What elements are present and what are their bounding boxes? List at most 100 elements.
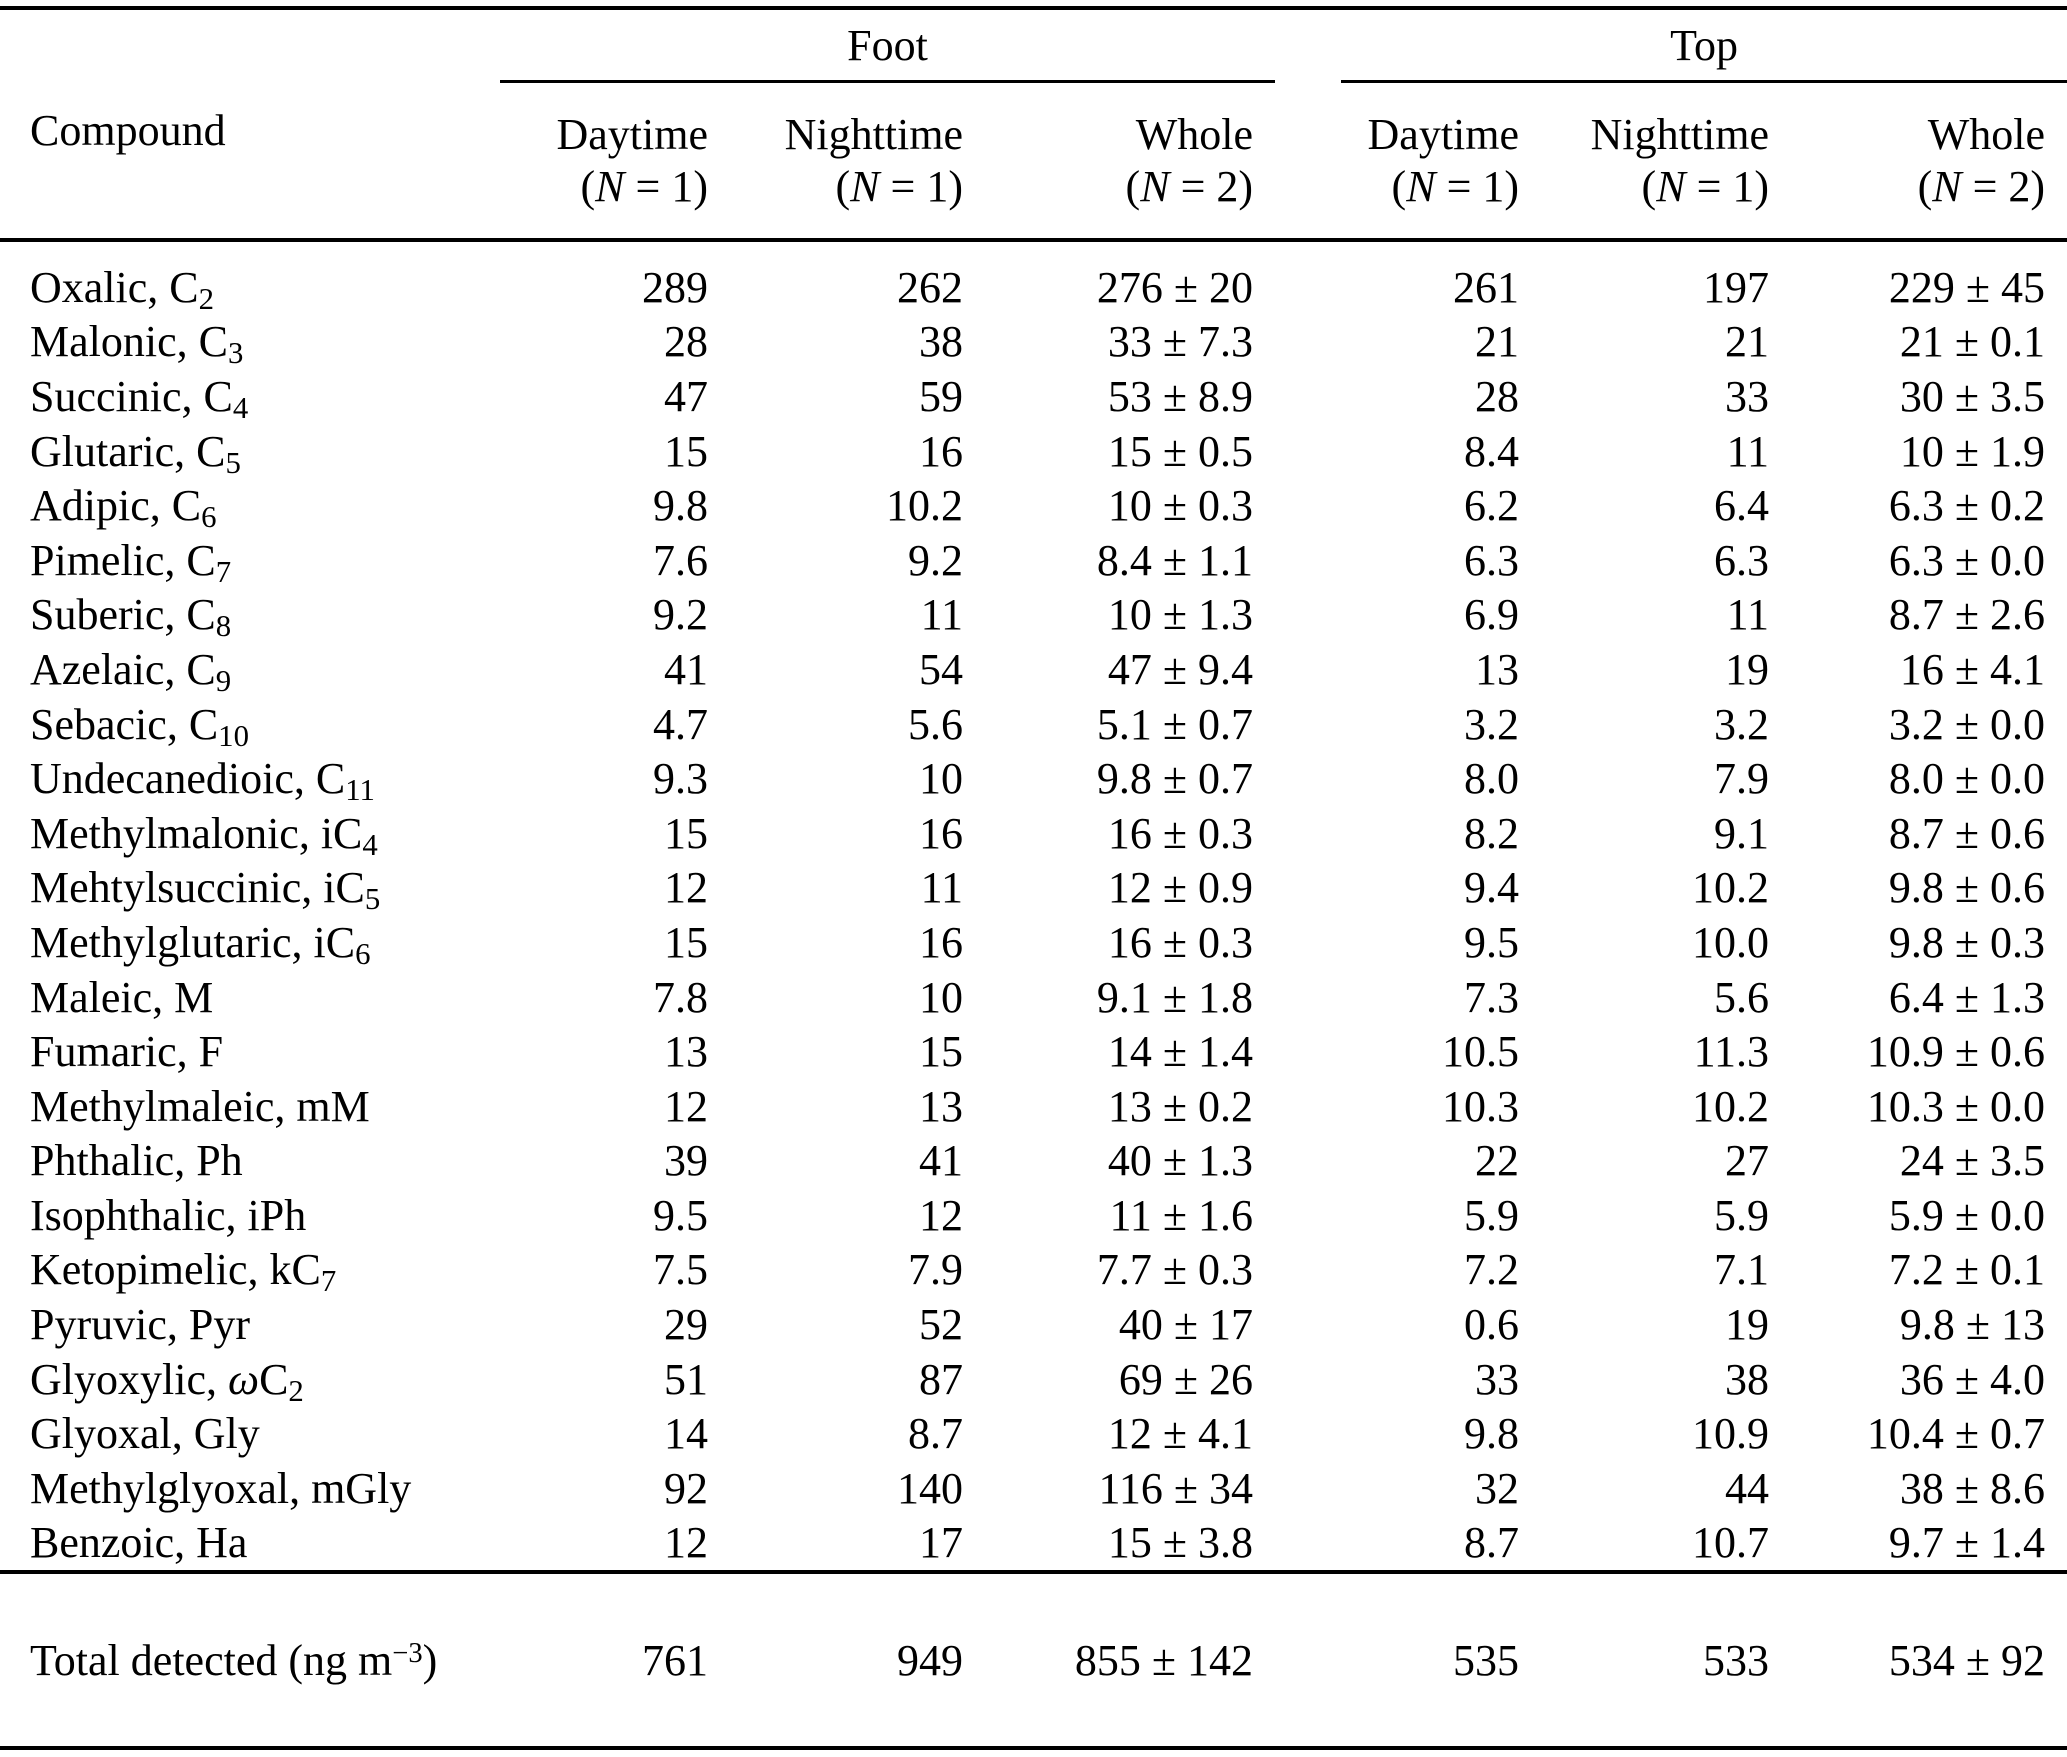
foot-whole-value: 53 ± 8.9 bbox=[1107, 371, 1254, 421]
foot-whole-value: 14 ± 1.4 bbox=[1107, 1027, 1254, 1077]
foot-whole-value: 10 ± 0.3 bbox=[1107, 481, 1254, 531]
foot-daytime-value: 9.2 bbox=[653, 590, 708, 640]
compound-name: Succinic, C4 bbox=[30, 371, 249, 425]
top-daytime-value: 21 bbox=[1475, 317, 1520, 367]
group-gap bbox=[1275, 369, 1341, 424]
sample-count-label: (N = 2) bbox=[1125, 161, 1254, 211]
compound-column-header: Compound bbox=[30, 105, 226, 155]
foot-daytime-value: 47 bbox=[664, 371, 708, 421]
foot-daytime-value: 28 bbox=[664, 317, 708, 367]
top-whole-value: 6.4 ± 1.3 bbox=[1888, 972, 2046, 1022]
foot-whole-value: 276 ± 20 bbox=[985, 238, 1276, 315]
table-row: Methylmaleic, mM 12 13 13 ± 0.2 10.3 10.… bbox=[0, 1079, 2067, 1134]
compound-name: Glyoxylic, ωC2 bbox=[30, 1354, 304, 1408]
table-row: Pimelic, C7 7.6 9.2 8.4 ± 1.1 6.3 6.3 6.… bbox=[0, 533, 2067, 588]
top-nighttime-value: 10.2 bbox=[1692, 1081, 1770, 1131]
top-whole-value: 21 ± 0.1 bbox=[1899, 317, 2046, 367]
foot-nighttime-value: 41 bbox=[919, 1136, 963, 1186]
top-nighttime-value: 9.1 bbox=[1714, 808, 1770, 858]
group-gap bbox=[1275, 424, 1341, 479]
foot-daytime-value: 39 bbox=[664, 1136, 708, 1186]
group-gap bbox=[1275, 1516, 1341, 1573]
compound-name: Mehtylsuccinic, iC5 bbox=[30, 863, 381, 917]
table-row: Benzoic, Ha 12 17 15 ± 3.8 8.7 10.7 9.7 … bbox=[0, 1516, 2067, 1573]
compound-name: Ketopimelic, kC7 bbox=[30, 1245, 337, 1299]
foot-nighttime-value: 140 bbox=[897, 1463, 963, 1513]
foot-daytime-value: 9.8 bbox=[653, 481, 708, 531]
top-nighttime-value: 10.7 bbox=[1692, 1518, 1770, 1568]
foot-whole-value: 33 ± 7.3 bbox=[1107, 317, 1254, 367]
table-row: Pyruvic, Pyr 29 52 40 ± 17 0.6 19 9.8 ± … bbox=[0, 1297, 2067, 1352]
table-row: Glyoxylic, ωC2 51 87 69 ± 26 33 38 36 ± … bbox=[0, 1352, 2067, 1407]
group-gap bbox=[1275, 1570, 1342, 1749]
compound-name: Glyoxal, Gly bbox=[30, 1409, 260, 1459]
foot-daytime-value: 29 bbox=[664, 1300, 708, 1350]
subcolumn-header-row: Daytime (N = 1) Nighttime (N = 1) Whole … bbox=[0, 82, 2067, 241]
sample-count-label: (N = 2) bbox=[1917, 161, 2046, 211]
top-nighttime-value: 10.0 bbox=[1692, 917, 1770, 967]
top-whole-value: 10.9 ± 0.6 bbox=[1866, 1027, 2046, 1077]
table-row: Malonic, C3 28 38 33 ± 7.3 21 21 21 ± 0.… bbox=[0, 315, 2067, 370]
top-daytime-value: 10.5 bbox=[1442, 1027, 1520, 1077]
top-daytime-value: 0.6 bbox=[1464, 1300, 1520, 1350]
group-gap bbox=[1275, 697, 1341, 752]
top-nighttime-value: 10.2 bbox=[1692, 863, 1770, 913]
top-whole-value: 38 ± 8.6 bbox=[1899, 1463, 2046, 1513]
top-daytime-value: 8.0 bbox=[1464, 754, 1520, 804]
foot-whole-value: 855 ± 142 bbox=[985, 1570, 1276, 1749]
table-row: Succinic, C4 47 59 53 ± 8.9 28 33 30 ± 3… bbox=[0, 369, 2067, 424]
foot-daytime-value: 7.5 bbox=[653, 1245, 708, 1295]
foot-nighttime-value: 262 bbox=[730, 238, 985, 315]
top-nighttime-value: 7.9 bbox=[1714, 754, 1770, 804]
foot-daytime-value: 13 bbox=[664, 1027, 708, 1077]
table-row: Maleic, M 7.8 10 9.1 ± 1.8 7.3 5.6 6.4 ±… bbox=[0, 970, 2067, 1025]
foot-whole-header: Whole (N = 2) bbox=[985, 82, 1275, 241]
foot-daytime-value: 761 bbox=[500, 1570, 730, 1749]
foot-daytime-value: 7.6 bbox=[653, 535, 708, 585]
compound-name: Phthalic, Ph bbox=[30, 1136, 243, 1186]
top-daytime-value: 13 bbox=[1475, 644, 1520, 694]
top-nighttime-value: 19 bbox=[1725, 1300, 1770, 1350]
top-whole-value: 8.7 ± 2.6 bbox=[1888, 590, 2046, 640]
column-label: Nighttime bbox=[784, 109, 963, 159]
group-gap bbox=[1275, 861, 1341, 916]
table-header: Compound Foot Top Daytime (N = 1) Nightt… bbox=[0, 8, 2067, 240]
compound-name: Pimelic, C7 bbox=[30, 535, 232, 589]
group-gap bbox=[1275, 970, 1341, 1025]
table-row: Phthalic, Ph 39 41 40 ± 1.3 22 27 24 ± 3… bbox=[0, 1134, 2067, 1189]
group-gap bbox=[1275, 751, 1341, 806]
top-whole-value: 9.7 ± 1.4 bbox=[1888, 1518, 2046, 1568]
top-whole-value: 9.8 ± 0.6 bbox=[1888, 863, 2046, 913]
top-whole-value: 10 ± 1.9 bbox=[1899, 426, 2046, 476]
top-daytime-value: 10.3 bbox=[1442, 1081, 1520, 1131]
foot-whole-value: 16 ± 0.3 bbox=[1107, 808, 1254, 858]
column-label: Whole bbox=[1135, 109, 1254, 159]
top-nighttime-value: 44 bbox=[1725, 1463, 1770, 1513]
top-nighttime-value: 197 bbox=[1541, 238, 1792, 315]
top-whole-value: 8.0 ± 0.0 bbox=[1888, 754, 2046, 804]
table-row: Ketopimelic, kC7 7.5 7.9 7.7 ± 0.3 7.2 7… bbox=[0, 1243, 2067, 1298]
top-whole-value: 9.8 ± 13 bbox=[1899, 1300, 2046, 1350]
compound-name: Methylglyoxal, mGly bbox=[30, 1463, 412, 1513]
top-daytime-value: 5.9 bbox=[1464, 1190, 1520, 1240]
top-nighttime-header: Nighttime (N = 1) bbox=[1541, 82, 1791, 241]
top-daytime-value: 22 bbox=[1475, 1136, 1520, 1186]
group-gap bbox=[1275, 533, 1341, 588]
top-daytime-value: 8.7 bbox=[1464, 1518, 1520, 1568]
group-gap bbox=[1275, 1024, 1341, 1079]
foot-daytime-value: 9.5 bbox=[653, 1190, 708, 1240]
foot-nighttime-value: 10 bbox=[919, 754, 963, 804]
group-gap bbox=[1275, 588, 1341, 643]
compound-name: Undecanedioic, C11 bbox=[30, 754, 375, 807]
foot-daytime-value: 9.3 bbox=[653, 754, 708, 804]
top-group-header: Top bbox=[1341, 8, 2067, 83]
foot-daytime-value: 12 bbox=[664, 863, 708, 913]
foot-nighttime-value: 12 bbox=[919, 1190, 963, 1240]
compound-name: Methylmalonic, iC4 bbox=[30, 808, 378, 862]
top-whole-value: 8.7 ± 0.6 bbox=[1888, 808, 2046, 858]
top-nighttime-value: 19 bbox=[1725, 644, 1770, 694]
foot-nighttime-value: 16 bbox=[919, 917, 963, 967]
foot-nighttime-value: 949 bbox=[730, 1570, 985, 1749]
table-row: Sebacic, C10 4.7 5.6 5.1 ± 0.7 3.2 3.2 3… bbox=[0, 697, 2067, 752]
group-gap bbox=[1275, 642, 1341, 697]
